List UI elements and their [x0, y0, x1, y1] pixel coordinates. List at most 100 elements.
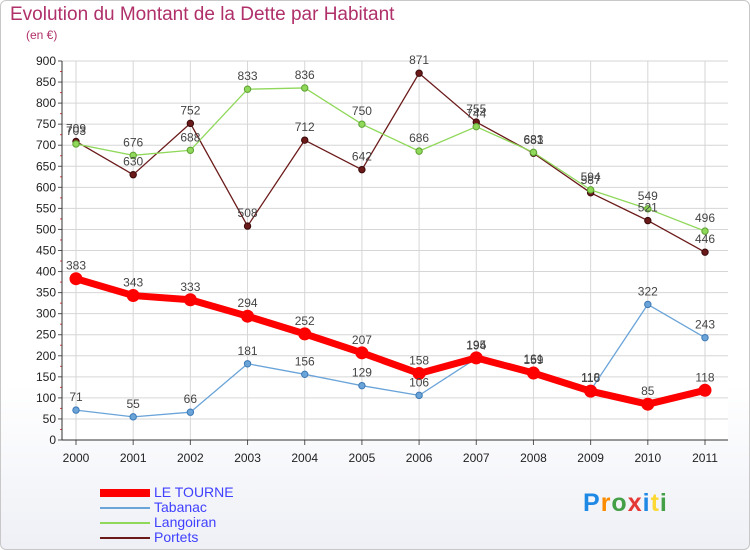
data-label-portets: 712 [295, 120, 315, 134]
data-label-langoiran: 750 [352, 104, 372, 118]
data-point-langoiran [586, 186, 595, 194]
data-label-langoiran: 683 [523, 132, 543, 146]
data-label-le-tourne: 118 [695, 370, 714, 384]
data-label-tabanac: 156 [295, 354, 315, 368]
data-label-portets: 587 [581, 173, 601, 187]
y-tick-label: 500 [36, 222, 56, 236]
data-label-le-tourne: 85 [641, 384, 655, 398]
data-label-portets: 508 [238, 206, 258, 220]
y-tick-label: 550 [36, 201, 56, 215]
proxiti-logo: Proxiti [583, 489, 668, 518]
y-tick-label: 250 [36, 328, 56, 342]
data-label-portets: 642 [352, 150, 372, 164]
legend-label: Portets [154, 529, 199, 545]
legend-swatch [100, 537, 150, 539]
data-label-portets: 681 [523, 133, 543, 147]
data-point-le-tourne [69, 272, 83, 286]
data-point-tabanac [301, 370, 309, 379]
x-tick-label: 2007 [463, 451, 490, 465]
y-tick-label: 700 [36, 138, 56, 152]
data-point-langoiran [358, 120, 366, 128]
data-point-tabanac [72, 406, 80, 414]
data-point-langoiran [72, 140, 80, 148]
y-tick-label: 200 [36, 349, 56, 363]
data-label-tabanac: 322 [638, 284, 658, 298]
data-point-portets [186, 119, 195, 128]
data-point-langoiran [472, 122, 480, 131]
y-tick-label: 650 [36, 159, 56, 173]
y-tick-label: 300 [36, 307, 56, 321]
data-point-tabanac [701, 333, 709, 342]
data-point-langoiran [644, 205, 652, 213]
chart-title: Evolution du Montant de la Dette par Hab… [10, 4, 395, 25]
data-point-tabanac [186, 408, 195, 416]
data-label-langoiran: 549 [638, 189, 658, 203]
data-point-tabanac [243, 360, 252, 368]
data-point-portets [129, 171, 137, 179]
series-line-le-tourne [75, 275, 706, 408]
y-tick-label: 50 [43, 412, 57, 426]
logo-letter: r [600, 489, 612, 517]
data-label-tabanac: 106 [409, 375, 429, 389]
logo-letter: i [642, 489, 651, 517]
data-label-le-tourne: 252 [295, 314, 315, 328]
data-label-langoiran: 688 [180, 130, 200, 144]
y-tick-label: 750 [36, 117, 56, 131]
x-tick-label: 2011 [692, 451, 718, 465]
x-tick-label: 2001 [120, 451, 147, 465]
data-point-portets [358, 165, 366, 174]
data-label-tabanac: 66 [184, 392, 198, 406]
data-label-tabanac: 129 [352, 366, 372, 380]
data-label-portets: 630 [123, 155, 143, 169]
data-point-langoiran [529, 148, 538, 157]
x-tick-label: 2009 [577, 451, 604, 465]
logo-letter: o [611, 489, 628, 517]
data-label-tabanac: 161 [523, 352, 543, 366]
legend-label: LE TOURNE [154, 484, 234, 500]
data-point-le-tourne [126, 289, 140, 303]
y-tick-label: 900 [36, 54, 56, 68]
data-label-le-tourne: 195 [466, 338, 486, 352]
chart-subtitle: (en €) [26, 28, 58, 42]
data-label-langoiran: 686 [409, 131, 429, 145]
data-point-le-tourne [469, 351, 483, 365]
data-label-le-tourne: 207 [352, 333, 372, 347]
data-point-le-tourne [526, 366, 540, 380]
x-tick-label: 2005 [349, 451, 376, 465]
x-tick-label: 2000 [63, 451, 90, 465]
data-label-langoiran: 703 [66, 124, 86, 138]
data-point-portets [415, 69, 423, 77]
y-tick-label: 150 [36, 370, 56, 384]
data-point-langoiran [301, 84, 309, 92]
data-label-portets: 755 [466, 102, 486, 116]
data-point-le-tourne [584, 384, 598, 398]
legend-swatch [100, 522, 150, 524]
data-label-le-tourne: 159 [523, 353, 543, 367]
data-point-portets [701, 248, 709, 256]
data-label-le-tourne: 116 [581, 371, 600, 385]
data-point-langoiran [243, 85, 252, 93]
data-label-tabanac: 194 [466, 338, 486, 352]
data-point-le-tourne [298, 327, 312, 341]
data-label-tabanac: 118 [581, 370, 600, 384]
data-label-langoiran: 496 [695, 211, 715, 225]
legend-label: Langoiran [154, 514, 217, 530]
y-tick-label: 600 [36, 180, 56, 194]
data-label-portets: 709 [66, 121, 86, 135]
data-point-tabanac [644, 300, 652, 309]
data-point-langoiran [701, 227, 709, 235]
data-point-le-tourne [698, 383, 712, 397]
data-point-portets [301, 136, 309, 144]
data-label-le-tourne: 158 [409, 353, 429, 367]
data-label-tabanac: 181 [238, 344, 258, 358]
series-line-langoiran [75, 87, 706, 232]
data-point-portets [243, 222, 252, 230]
data-label-langoiran: 833 [238, 69, 258, 83]
x-tick-label: 2008 [520, 451, 547, 465]
data-point-le-tourne [641, 397, 655, 411]
y-tick-label: 800 [36, 96, 56, 110]
data-point-langoiran [186, 146, 195, 154]
data-point-le-tourne [412, 366, 426, 380]
data-point-tabanac [415, 391, 423, 400]
